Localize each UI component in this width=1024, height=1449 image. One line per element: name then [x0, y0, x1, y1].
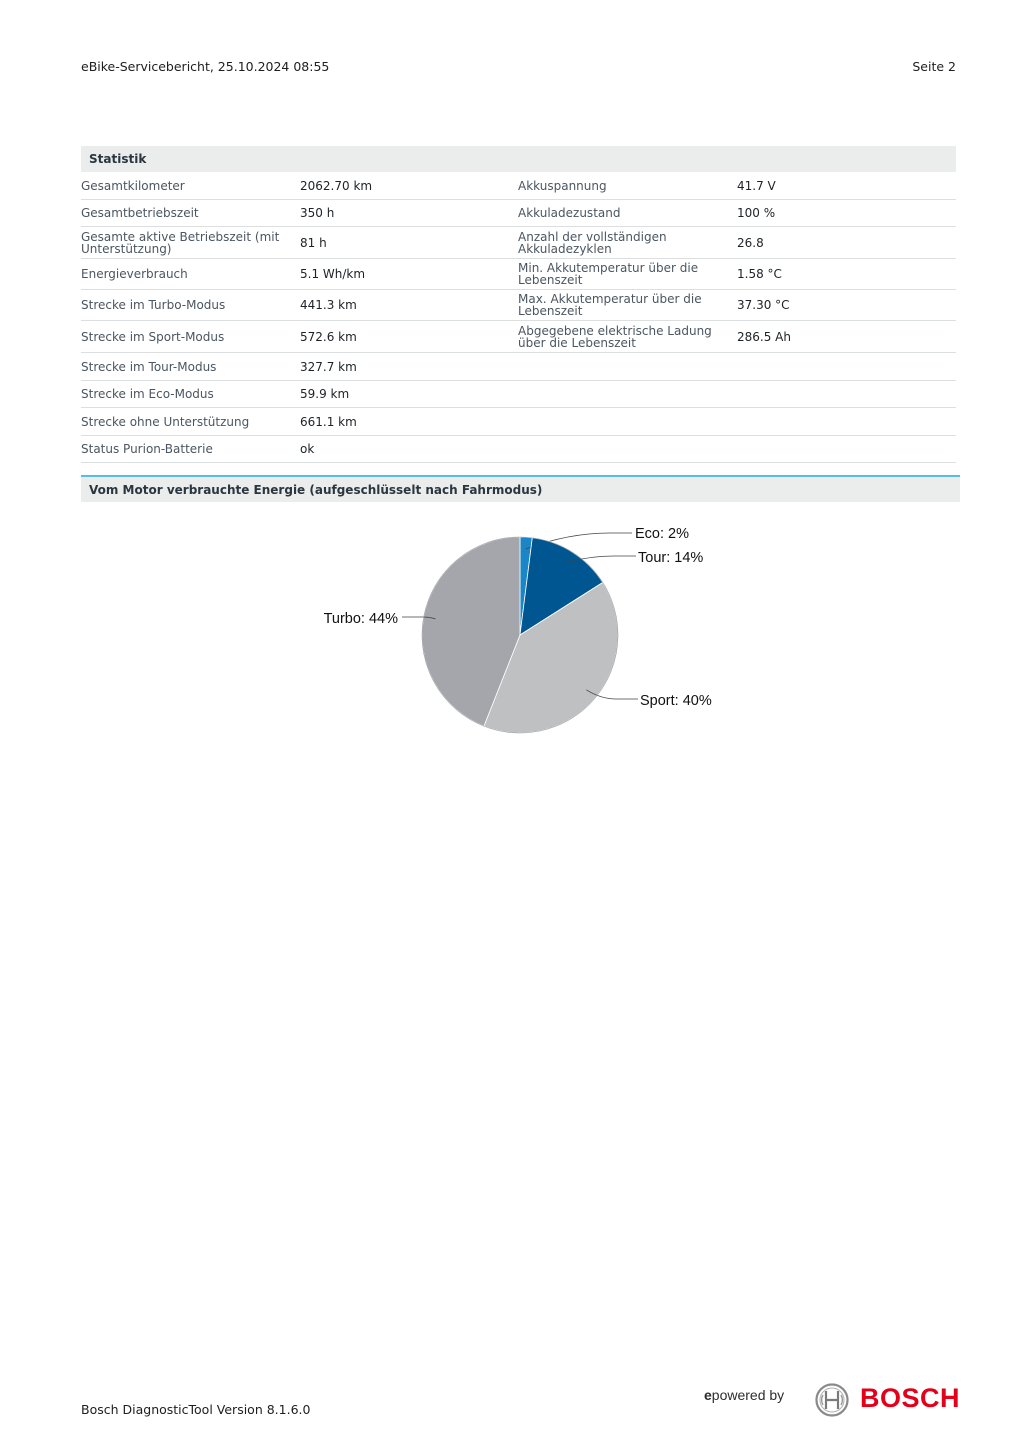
pie-outline [421, 536, 619, 734]
stat-value: 572.6 km [300, 329, 357, 344]
stat-value: 26.8 [737, 235, 764, 250]
statistik-table: Gesamtkilometer 2062.70 km Akkuspannung 41.… [81, 172, 956, 463]
stat-label: Akkuspannung [518, 178, 607, 193]
stat-value: 350 h [300, 206, 335, 220]
stat-row: Strecke im Turbo-Modus 441.3 km Max. Akkut… [81, 290, 956, 321]
statistik-heading: Statistik [81, 146, 956, 172]
pie-label: Sport: 40% [640, 693, 712, 709]
pie-label: Turbo: 44% [324, 611, 399, 627]
stat-label: Akkuladezustand [518, 206, 621, 220]
stat-row: Energieverbrauch 5.1 Wh/km Min. Akkutemper… [81, 259, 956, 290]
energy-pie-chart: Eco: 2% Tour: 14% Sport: 40% Turbo: 44% [300, 515, 760, 755]
stat-value: 59.9 km [300, 387, 350, 401]
stat-row: Gesamtbetriebszeit 350 h Akkuladezustand 10… [81, 200, 956, 227]
pie-leader-line [565, 555, 636, 563]
stat-label: Strecke im Tour-Modus [81, 359, 217, 374]
footer-version: Bosch DiagnosticTool Version 8.1.6.0 [81, 1402, 311, 1417]
stat-label: Gesamtkilometer [81, 178, 185, 193]
bosch-armature-icon [815, 1383, 849, 1417]
stat-row: Strecke im Eco-Modus 59.9 km [81, 381, 956, 408]
stat-value: 1.58 °C [737, 267, 782, 281]
stat-row: Status Purion-Batterie ok [81, 436, 956, 463]
stat-label: Status Purion-Batterie [81, 442, 213, 456]
bosch-logo-text: BOSCH [860, 1383, 961, 1413]
stat-label: Min. Akkutemperatur über die Lebenszeit [518, 261, 699, 287]
stat-label: Strecke im Sport-Modus [81, 329, 225, 344]
stat-label: Abgegebene elektrische Ladung über die L… [518, 323, 712, 350]
stat-value: 286.5 Ah [737, 329, 791, 344]
stat-label: Strecke im Turbo-Modus [81, 298, 226, 312]
pie-leader-line [586, 689, 638, 700]
stat-label: Anzahl der vollständigen Akkuladezyklen [518, 229, 667, 256]
stat-label: Strecke im Eco-Modus [81, 387, 214, 401]
stat-value: 100 % [737, 206, 776, 220]
stat-label: Max. Akkutemperatur über die Lebenszeit [518, 292, 702, 318]
stat-value: 661.1 km [300, 414, 357, 429]
stat-value: ok [300, 442, 315, 456]
report-title: eBike-Servicebericht, 25.10.2024 08:55 [81, 59, 330, 74]
page-number: Seite 2 [912, 59, 956, 74]
stat-value: 41.7 V [737, 178, 776, 193]
epowered-by-logo: epowered by [704, 1387, 785, 1403]
stat-label: Energieverbrauch [81, 267, 188, 281]
stat-value: 81 h [300, 235, 327, 250]
stat-row: Strecke im Tour-Modus 327.7 km [81, 353, 956, 381]
stat-value: 327.7 km [300, 359, 357, 374]
stat-value: 441.3 km [300, 298, 357, 312]
stat-label: Gesamte aktive Betriebszeit (mit Unterst… [81, 229, 280, 256]
stat-row: Strecke im Sport-Modus 572.6 km Abgegebene… [81, 321, 956, 353]
stat-label: Strecke ohne Unterstützung [81, 414, 250, 429]
energy-heading: Vom Motor verbrauchte Energie (aufgeschl… [81, 475, 960, 502]
stat-row: Gesamte aktive Betriebszeit (mit Unterst… [81, 227, 956, 259]
stat-value: 2062.70 km [300, 178, 373, 193]
pie-leader-line [402, 616, 436, 620]
pie-label: Eco: 2% [635, 526, 689, 542]
stat-value: 5.1 Wh/km [300, 267, 366, 281]
stat-value: 37.30 °C [737, 298, 790, 312]
stat-row: Gesamtkilometer 2062.70 km Akkuspannung 41.… [81, 172, 956, 200]
pie-label: Tour: 14% [638, 550, 703, 566]
stat-row: Strecke ohne Unterstützung 661.1 km [81, 408, 956, 436]
stat-label: Gesamtbetriebszeit [81, 206, 199, 220]
